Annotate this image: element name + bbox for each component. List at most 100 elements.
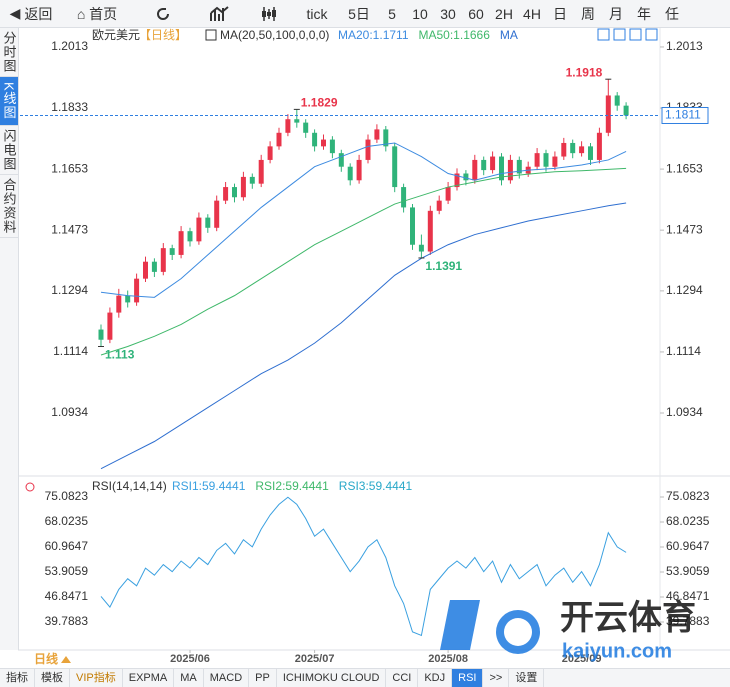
y-tick-label: 60.9647 <box>666 539 710 553</box>
period-button[interactable]: 4H <box>523 5 541 22</box>
tool-icon[interactable] <box>597 28 610 41</box>
tab[interactable]: ICHIMOKU CLOUD <box>277 669 387 687</box>
ma-line <box>100 167 627 356</box>
home-button[interactable]: ⌂ 首页 <box>76 5 118 22</box>
period-button[interactable]: 30 <box>440 5 456 22</box>
tab[interactable]: 模板 <box>35 669 70 687</box>
y-tick-label: 1.1473 <box>51 222 88 236</box>
refresh-button[interactable] <box>132 0 194 27</box>
candle-body <box>392 146 398 188</box>
period-button[interactable]: 周 <box>581 5 595 22</box>
legend-entry: MA <box>500 28 518 42</box>
watermark-name: 开云体育 <box>560 599 696 637</box>
side-tab[interactable]: 闪电图 <box>0 126 18 175</box>
back-button[interactable]: ◀ 返回 <box>9 5 53 22</box>
tab[interactable]: RSI <box>452 669 484 687</box>
candle-body <box>418 244 424 252</box>
candle-body <box>481 159 487 171</box>
y-tick-label: 68.0235 <box>45 514 89 528</box>
indicator-label: MA(20,50,100,0,0,0) <box>220 28 329 42</box>
y-tick-label: 46.8471 <box>45 589 89 603</box>
candle-button[interactable] <box>244 0 294 27</box>
candle-body <box>356 159 362 181</box>
x-tick-label: 2025/06 <box>170 653 210 665</box>
x-tick-label: 2025/07 <box>295 653 335 665</box>
period-button[interactable]: 5日 <box>348 5 370 22</box>
candle-body <box>570 142 576 154</box>
refresh-icon <box>157 7 169 20</box>
y-tick-label: 75.0823 <box>45 489 89 503</box>
extreme-label: 1.1918 <box>566 65 603 79</box>
candle-body <box>623 105 629 116</box>
tab[interactable]: CCI <box>386 669 419 687</box>
chart-tools[interactable] <box>597 28 658 41</box>
x-tick-label: 2025/09 <box>562 653 602 665</box>
dropdown-arrow[interactable] <box>61 656 71 663</box>
period-button[interactable]: 年 <box>637 5 651 22</box>
y-tick-label: 1.0934 <box>666 405 703 419</box>
y-tick-label: 68.0235 <box>666 514 710 528</box>
tab[interactable]: MACD <box>204 669 250 687</box>
watermark-url: kaiyun.com <box>562 640 672 662</box>
x-tick-label: 2025/08 <box>428 653 468 665</box>
y-tick-label: 1.1294 <box>51 283 88 297</box>
side-tab[interactable]: 合约资料 <box>0 175 18 238</box>
tab[interactable]: KDJ <box>418 669 453 687</box>
tool-icon[interactable] <box>629 28 642 41</box>
candle-body <box>151 261 157 272</box>
period-button[interactable]: 任 <box>665 5 679 22</box>
y-tick-label: 1.0934 <box>51 405 88 419</box>
period-button[interactable]: 10 <box>412 5 428 22</box>
legend-entry: RSI2:59.4441 <box>255 479 329 493</box>
tab[interactable]: 指标 <box>0 669 35 687</box>
extreme-label: 1.113 <box>105 348 135 362</box>
tab[interactable]: PP <box>249 669 277 687</box>
button-label: 返回 <box>24 5 53 22</box>
toolbar: ◀ 返回 ⌂ 首页 tick 5日 5 10 30 60 2H 4H 日 周 月… <box>0 0 730 28</box>
extreme-label: 1.1391 <box>425 259 462 273</box>
y-tick-label: 60.9647 <box>45 539 89 553</box>
tab[interactable]: MA <box>174 669 204 687</box>
chart-title: 欧元美元 <box>92 28 140 42</box>
tab[interactable]: EXPMA <box>123 669 175 687</box>
period-button[interactable]: 60 <box>468 5 484 22</box>
watermark-logo <box>440 600 540 654</box>
candle-body <box>338 153 344 167</box>
tool-icon[interactable] <box>645 28 658 41</box>
tab[interactable]: >> <box>483 669 510 687</box>
candle-body <box>107 312 113 340</box>
period-button[interactable]: tick <box>306 5 328 22</box>
candle-body <box>196 217 202 242</box>
tool-icon[interactable] <box>613 28 626 41</box>
period-button[interactable]: 月 <box>609 5 623 22</box>
candle-body <box>214 200 220 228</box>
candle-body <box>347 166 353 181</box>
candle-body <box>472 159 478 181</box>
side-tab[interactable]: K线图 <box>0 77 18 126</box>
candle-body <box>321 139 326 147</box>
y-tick-label: 46.8471 <box>666 589 710 603</box>
y-tick-label: 39.7883 <box>45 614 89 628</box>
side-tabs: 分时图 K线图 闪电图 合约资料 <box>0 28 19 650</box>
y-tick-label: 39.7883 <box>666 614 710 628</box>
ma-icon <box>205 29 217 41</box>
y-tick-label: 1.1653 <box>51 161 88 175</box>
candle-body <box>285 119 291 133</box>
period-button[interactable]: 5 <box>388 5 396 22</box>
legend-entry: MA50:1.1666 <box>419 28 491 42</box>
side-tab[interactable]: 分时图 <box>0 28 18 77</box>
extreme-label: 1.1829 <box>301 96 338 110</box>
y-tick-label: 75.0823 <box>666 489 710 503</box>
y-tick-label: 53.9059 <box>45 564 89 578</box>
candle-body <box>232 187 237 198</box>
candle-body <box>374 129 380 140</box>
candle-body <box>436 200 442 211</box>
tab[interactable]: 设置 <box>509 669 545 687</box>
period-button[interactable]: 日 <box>553 5 567 22</box>
ma-line <box>100 202 627 470</box>
candle-body <box>329 139 335 154</box>
tab[interactable]: VIP指标 <box>70 669 123 687</box>
indicator-button[interactable] <box>194 0 244 27</box>
period-button[interactable]: 2H <box>495 5 513 22</box>
candle-body <box>143 261 148 279</box>
